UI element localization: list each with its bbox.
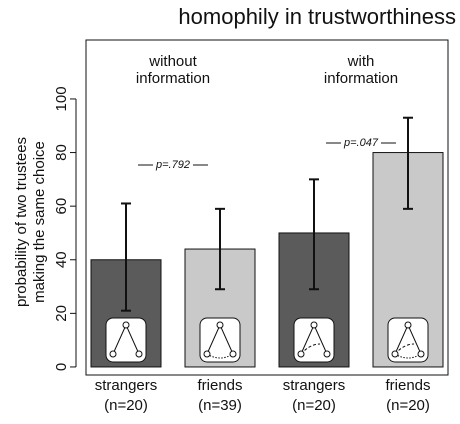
y-tick-label: 80	[53, 144, 70, 161]
group-label: with	[347, 53, 375, 70]
icon-part	[387, 317, 429, 363]
x-tick-sublabel: (n=20)	[292, 397, 336, 414]
icon-part	[404, 321, 412, 329]
icon-part	[109, 350, 117, 358]
network-icon	[387, 317, 429, 363]
icon-part	[203, 350, 211, 358]
icon-part	[310, 321, 318, 329]
p-value: p=.792	[155, 159, 190, 171]
chart-title: homophily in trustworthiness	[178, 4, 456, 29]
plot-frame	[85, 39, 449, 376]
x-tick-label: strangers	[95, 377, 158, 394]
y-axis-label: making the same choice	[31, 141, 48, 303]
y-tick-label: 20	[53, 305, 70, 322]
x-tick-sublabel: (n=20)	[386, 397, 430, 414]
y-axis-label: probability of two trustees	[13, 137, 30, 307]
y-tick-label: 100	[53, 86, 70, 111]
group-label: information	[324, 70, 398, 87]
icon-part	[199, 317, 241, 363]
group-label: information	[136, 70, 210, 87]
icon-part	[297, 350, 305, 358]
x-tick-label: friends	[385, 377, 430, 394]
x-tick-sublabel: (n=20)	[104, 397, 148, 414]
x-tick-label: strangers	[283, 377, 346, 394]
network-icon	[199, 317, 241, 363]
y-tick-label: 60	[53, 198, 70, 215]
icon-part	[135, 350, 143, 358]
icon-part	[293, 317, 335, 363]
icon-part	[229, 350, 237, 358]
network-icon	[293, 317, 335, 363]
group-label: without	[148, 53, 197, 70]
icon-part	[216, 321, 224, 329]
icon-part	[105, 317, 147, 363]
icon-part	[391, 350, 399, 358]
icon-part	[122, 321, 130, 329]
icon-part	[417, 350, 425, 358]
x-tick-sublabel: (n=39)	[198, 397, 242, 414]
network-icon	[105, 317, 147, 363]
y-tick-label: 0	[53, 363, 70, 371]
icon-part	[323, 350, 331, 358]
x-tick-label: friends	[197, 377, 242, 394]
y-tick-label: 40	[53, 251, 70, 268]
p-value: p=.047	[343, 137, 379, 149]
